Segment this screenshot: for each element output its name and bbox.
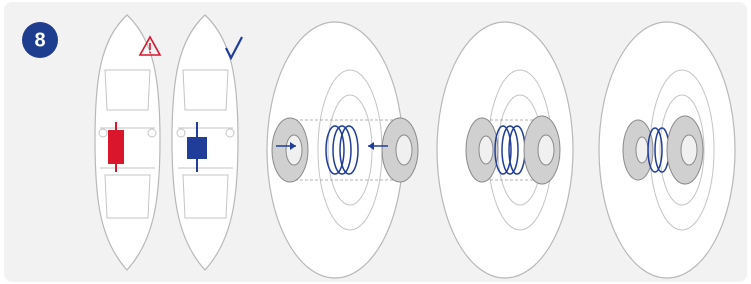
wheel-step-3 bbox=[599, 22, 735, 278]
step-number: 8 bbox=[34, 29, 45, 51]
wheel-step-2 bbox=[437, 22, 573, 278]
instruction-panel: 8 bbox=[0, 0, 751, 284]
